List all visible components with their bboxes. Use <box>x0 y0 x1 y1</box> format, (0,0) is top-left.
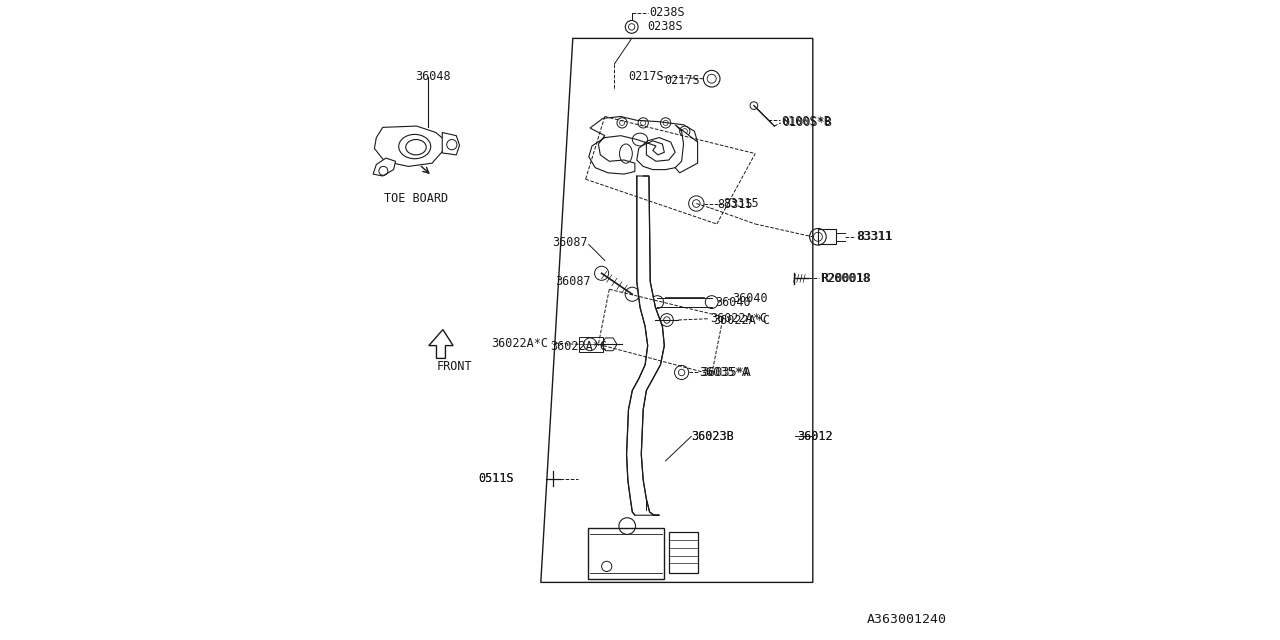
Polygon shape <box>374 158 396 176</box>
Polygon shape <box>589 116 698 174</box>
Polygon shape <box>627 176 664 515</box>
Ellipse shape <box>406 140 426 155</box>
Text: 36023B: 36023B <box>691 430 733 443</box>
Text: 0511S: 0511S <box>479 472 515 485</box>
Text: 36012: 36012 <box>797 430 833 443</box>
Text: 36035*A: 36035*A <box>701 366 751 379</box>
Text: TOE BOARD: TOE BOARD <box>384 192 448 205</box>
Text: 36022A*C: 36022A*C <box>550 340 608 353</box>
Text: 83311: 83311 <box>856 230 892 243</box>
Text: 36022A*C: 36022A*C <box>492 337 549 349</box>
Text: A363001240: A363001240 <box>868 613 947 626</box>
Text: 0238S: 0238S <box>649 6 685 19</box>
Text: 0511S: 0511S <box>479 472 515 485</box>
Text: R200018: R200018 <box>822 272 870 285</box>
Text: 0100S*B: 0100S*B <box>781 115 831 128</box>
Polygon shape <box>668 532 698 573</box>
Polygon shape <box>374 126 445 166</box>
Polygon shape <box>602 338 617 351</box>
Text: 36023B: 36023B <box>691 430 733 443</box>
Text: 36022A*C: 36022A*C <box>714 314 771 326</box>
Text: 36035*A: 36035*A <box>699 366 749 379</box>
Text: 0217S: 0217S <box>664 74 700 86</box>
Text: 36087: 36087 <box>552 236 588 249</box>
Text: 36022A*C: 36022A*C <box>709 312 767 325</box>
Text: 36040: 36040 <box>732 292 768 305</box>
Text: 0238S: 0238S <box>648 20 684 33</box>
Text: 83315: 83315 <box>723 197 759 210</box>
Polygon shape <box>676 125 698 173</box>
Polygon shape <box>588 528 664 579</box>
Text: 36040: 36040 <box>716 296 751 308</box>
Text: 36087: 36087 <box>556 275 591 288</box>
Text: 36048: 36048 <box>415 70 451 83</box>
Text: 0100S*B: 0100S*B <box>782 116 832 129</box>
Text: 83311: 83311 <box>858 230 893 243</box>
Polygon shape <box>443 132 460 155</box>
Polygon shape <box>818 229 836 244</box>
Text: 36012: 36012 <box>797 430 833 443</box>
Ellipse shape <box>399 134 430 159</box>
Text: 83315: 83315 <box>717 198 753 211</box>
Text: 0217S: 0217S <box>628 70 664 83</box>
Text: R200018: R200018 <box>820 272 870 285</box>
Text: FRONT: FRONT <box>436 360 472 372</box>
